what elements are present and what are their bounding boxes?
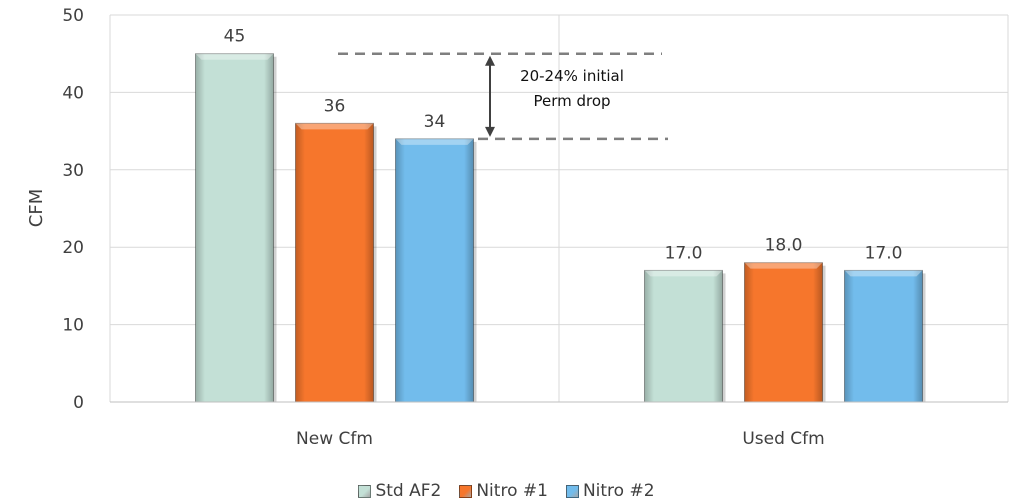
bars: [195, 53, 926, 403]
bar-bevel: [844, 270, 923, 402]
legend-swatch-nitro-2: [565, 484, 579, 498]
bar-top-bevel: [844, 270, 923, 277]
bar-top-bevel: [295, 123, 374, 130]
data-label: 17.0: [865, 243, 903, 263]
annotation-arrowhead-down: [485, 126, 495, 137]
legend: Std AF2 Nitro #1 Nitro #2: [0, 481, 1013, 501]
legend-item-nitro-2: Nitro #2: [565, 481, 655, 501]
legend-item-std-af2: Std AF2: [358, 481, 441, 501]
y-tick-label: 10: [62, 316, 84, 336]
bar-top-bevel: [195, 53, 274, 60]
axes: 0 10 20 30 40 50 New Cfm Used Cfm: [62, 6, 1008, 449]
bar-bevel: [644, 270, 723, 402]
legend-swatch-std-af2: [358, 484, 372, 498]
annotation-text-line-2: Perm drop: [533, 92, 610, 110]
bar-bevel: [195, 53, 274, 402]
bar-top-bevel: [744, 262, 823, 269]
y-tick-label: 40: [62, 83, 84, 103]
bar-bevel: [395, 138, 474, 402]
data-label: 17.0: [665, 243, 703, 263]
y-axis-label: CFM: [26, 189, 47, 227]
legend-label-nitro-1: Nitro #1: [476, 481, 548, 501]
legend-swatch-nitro-1: [459, 484, 473, 498]
bar-top-bevel: [395, 138, 474, 145]
data-label: 34: [424, 112, 446, 132]
bar-top-bevel: [644, 270, 723, 277]
bar-bevel: [295, 123, 374, 403]
bar-chart: 45 36 34 17.0 18.0 17.0 0 10 20 30 40 50 New Cfm Use…: [26, 6, 1009, 449]
y-tick-label: 0: [73, 393, 84, 413]
data-label: 36: [324, 96, 346, 116]
legend-item-nitro-1: Nitro #1: [459, 481, 548, 501]
data-label: 18.0: [765, 236, 803, 256]
x-tick-label: Used Cfm: [742, 429, 824, 449]
legend-label-std-af2: Std AF2: [375, 481, 442, 501]
annotation-text-line-1: 20-24% initial: [520, 67, 624, 85]
annotation-arrowhead-up: [485, 55, 495, 66]
x-tick-label: New Cfm: [296, 429, 373, 449]
annotation: 20-24% initial Perm drop: [338, 52, 668, 141]
bar-bevel: [744, 262, 823, 402]
y-tick-label: 50: [62, 6, 84, 26]
y-tick-label: 30: [62, 161, 84, 181]
data-label: 45: [224, 27, 246, 47]
legend-label-nitro-2: Nitro #2: [582, 481, 655, 501]
data-labels: 45 36 34 17.0 18.0 17.0: [224, 27, 903, 264]
y-tick-label: 20: [62, 238, 84, 258]
